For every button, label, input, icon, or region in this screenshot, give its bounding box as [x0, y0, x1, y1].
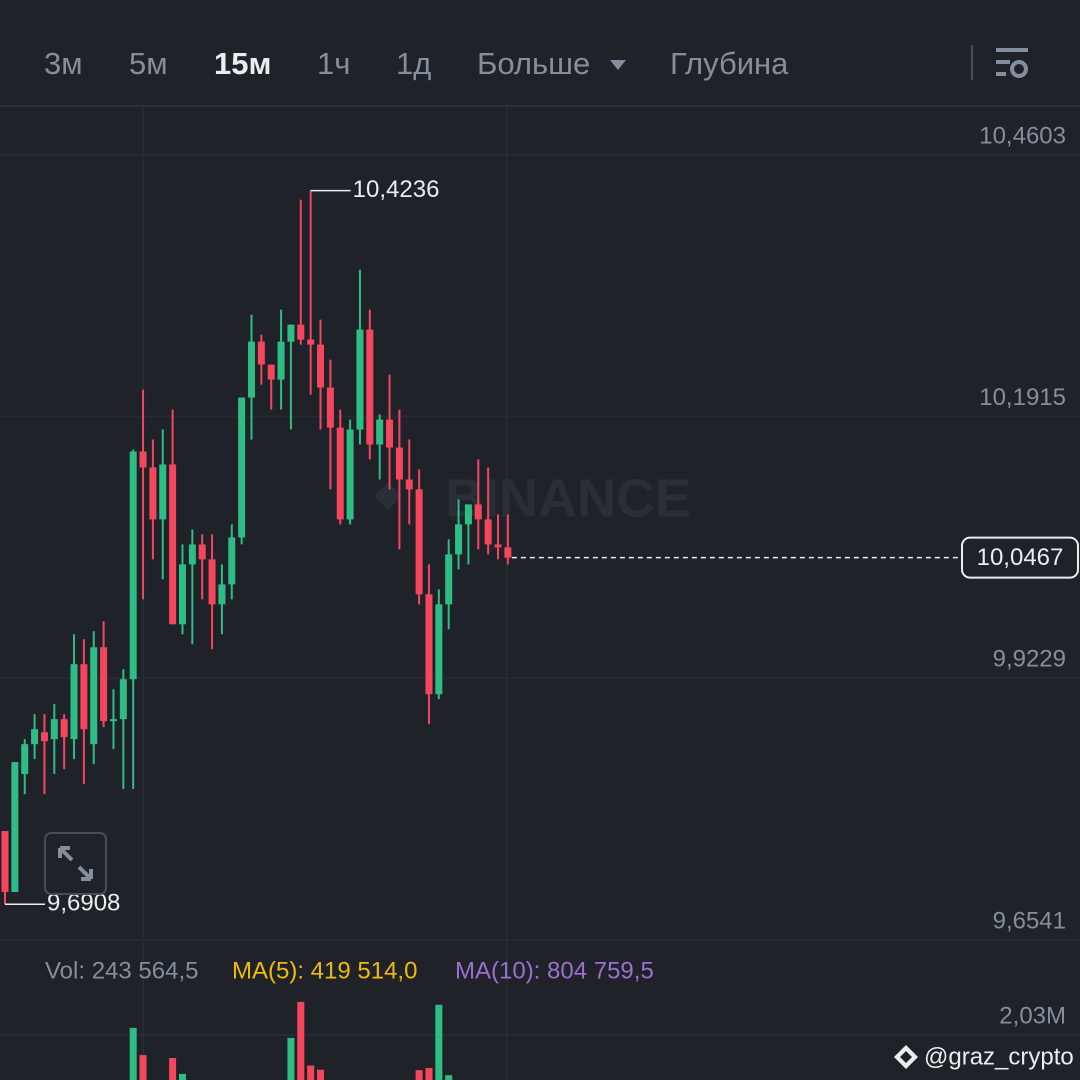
volume-bar [297, 1001, 305, 1080]
candle-body [277, 341, 285, 380]
timeframe-tab[interactable]: 1д [396, 46, 431, 81]
last-price-box [961, 536, 1079, 579]
y-tick-label: 9,6541 [993, 907, 1066, 934]
candle-body [425, 594, 433, 695]
candle-body [21, 744, 29, 775]
candle-body [307, 339, 315, 345]
settings-icon[interactable] [996, 48, 1028, 78]
candle-body [169, 464, 177, 625]
candle-body [208, 559, 216, 605]
last-price-label: 10,0467 [977, 544, 1064, 571]
candle-body [386, 419, 394, 448]
candle-body [50, 719, 58, 740]
candle-body [149, 467, 157, 520]
candle-body [60, 719, 68, 738]
y-tick-label: 10,4603 [979, 122, 1066, 149]
candle-body [70, 664, 78, 740]
candle-body [80, 664, 88, 730]
candle-body [109, 719, 117, 722]
candle-body [238, 397, 246, 538]
candle-body [40, 732, 48, 742]
volume-bar [415, 1070, 423, 1080]
candle-body [455, 524, 463, 555]
volume-bar [435, 1004, 443, 1080]
candle-body [415, 489, 423, 595]
candle-body [178, 564, 186, 625]
candle-body [188, 544, 196, 565]
candle-body [326, 387, 334, 428]
candle-body [435, 604, 443, 695]
candle-body [119, 679, 127, 720]
plot: 10,460310,19159,92299,654110,42369,69081… [0, 122, 1080, 1080]
credit: @graz_crypto [924, 1043, 1074, 1070]
volume-bar [317, 1069, 325, 1080]
volume-bar [445, 1075, 453, 1080]
candle-body [474, 504, 482, 520]
candle-body [267, 364, 275, 380]
candle-body [504, 547, 512, 558]
volume-bar [169, 1058, 177, 1080]
candle-body [346, 429, 354, 520]
candle-body [100, 647, 108, 722]
candle-body [129, 451, 137, 680]
candle-body [287, 324, 295, 342]
y-tick-label: 2,03M [999, 1002, 1066, 1029]
dropdown-arrow [610, 60, 626, 70]
volume-bar [178, 1073, 186, 1080]
candle-body [405, 479, 413, 490]
volume-bar [129, 1027, 137, 1080]
watermark-text: BINANCE [445, 468, 691, 528]
expand-icon [58, 846, 93, 881]
timeframe-tab[interactable]: 3м [44, 46, 83, 81]
timeframe-tab[interactable]: Больше [477, 46, 590, 81]
candle-body [336, 427, 344, 520]
volume-bar [139, 1055, 147, 1080]
candle-body [464, 504, 472, 525]
ma10-label: MA(10): 804 759,5 [455, 957, 654, 984]
timeframe-tab[interactable]: 1ч [317, 46, 350, 81]
candle-body [218, 584, 226, 605]
expand-button[interactable] [44, 832, 107, 895]
ma5-label: MA(5): 419 514,0 [232, 957, 417, 984]
candle-body [159, 464, 167, 520]
annotation-label: 10,4236 [353, 176, 440, 203]
candle-body [494, 544, 502, 548]
candle-body [1, 831, 9, 892]
credit-logo [894, 1045, 918, 1069]
candle-body [366, 329, 374, 445]
candle-body [297, 324, 305, 340]
candle-body [139, 451, 147, 468]
candle-body [484, 519, 492, 545]
candle-body [356, 329, 364, 430]
candle-body [31, 729, 39, 745]
y-tick-label: 10,1915 [979, 384, 1066, 411]
candle-body [248, 341, 255, 398]
candle-body [11, 762, 19, 892]
candle-body [228, 537, 236, 585]
volume-bar [287, 1037, 295, 1080]
candle-body [395, 447, 403, 480]
candle-body [198, 544, 206, 560]
candle-body [317, 344, 325, 388]
volume-bar [307, 1065, 315, 1080]
timeframe-tab[interactable]: 15м [214, 46, 271, 81]
timeframe-tab[interactable]: 5м [129, 46, 168, 81]
watermark: BINANCE [374, 468, 691, 528]
vol-label: Vol: 243 564,5 [45, 957, 198, 984]
volume-bar [425, 1068, 433, 1080]
candle-body [376, 419, 384, 445]
y-tick-label: 9,9229 [993, 646, 1066, 673]
timeframe-tab[interactable]: Глубина [670, 46, 789, 81]
candle-body [257, 341, 265, 365]
candle-body [90, 647, 98, 745]
candle-body [445, 554, 453, 605]
